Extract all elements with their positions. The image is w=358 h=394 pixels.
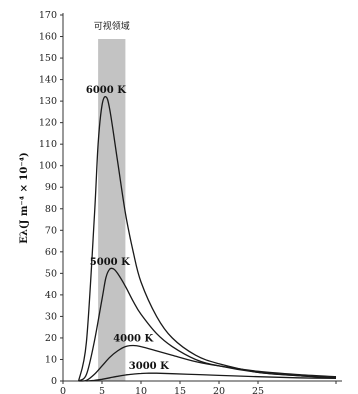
series-label: 6000 K [86, 85, 126, 96]
y-tick-label: 110 [39, 139, 57, 150]
y-axis-label: Eλ(J m⁻⁴ × 10⁻⁴) [19, 152, 30, 243]
series-line-6000k [77, 96, 337, 382]
series-label: 5000 K [90, 257, 130, 268]
y-tick-label: 160 [39, 32, 57, 43]
x-tick-label: 15 [174, 386, 186, 394]
curves-layer [77, 96, 337, 382]
y-tick-label: 70 [45, 225, 57, 236]
y-tick-label: 170 [39, 10, 57, 21]
series-line-4000k [78, 344, 337, 382]
y-tick-label: 150 [39, 53, 57, 64]
visible-band [98, 39, 126, 381]
y-tick-label: 130 [39, 96, 57, 107]
y-tick-label: 120 [39, 118, 57, 129]
y-tick-label: 20 [45, 333, 57, 344]
x-tick-label: 10 [135, 386, 147, 394]
y-tick-label: 80 [45, 204, 57, 215]
y-tick-label: 40 [45, 290, 57, 301]
y-tick-label: 50 [45, 268, 57, 279]
x-tick-label: 5 [99, 386, 105, 394]
visible-band-layer [98, 39, 126, 381]
x-tick-label: 20 [213, 386, 225, 394]
y-tick-label: 10 [45, 354, 57, 365]
y-tick-label: 100 [39, 161, 57, 172]
x-tick-label: 25 [252, 386, 264, 394]
y-tick-label: 0 [51, 376, 57, 387]
y-tick-label: 90 [45, 182, 57, 193]
y-tick-label: 140 [39, 75, 57, 86]
series-line-3000k [86, 372, 337, 382]
y-tick-label: 60 [45, 247, 57, 258]
y-tick-label: 30 [45, 311, 57, 322]
x-tick-label: 0 [60, 386, 66, 394]
labels-layer: 可视领域010203040506070809010011012013014015… [19, 10, 264, 394]
axes-layer [60, 13, 342, 384]
visible-band-label: 可视领域 [94, 20, 130, 32]
series-label: 3000 K [129, 361, 169, 372]
series-label: 4000 K [113, 333, 153, 344]
